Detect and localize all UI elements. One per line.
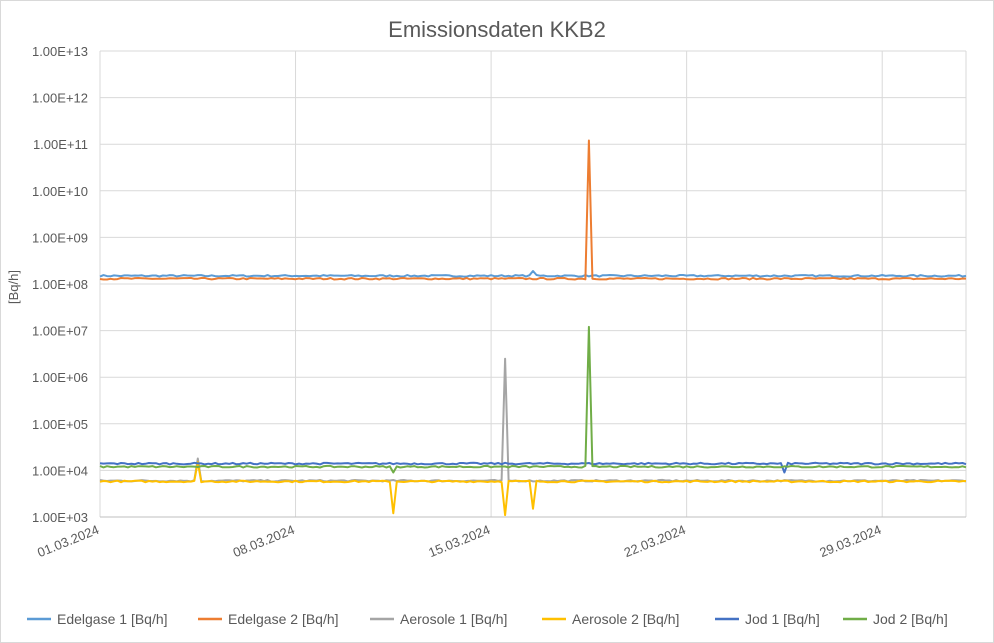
x-tick-label: 29.03.2024 [817, 522, 883, 560]
y-tick-label: 1.00E+13 [32, 44, 88, 59]
series-line-4 [99, 461, 967, 517]
legend-entry: Edelgase 1 [Bq/h] [57, 611, 168, 627]
series-line-5 [99, 461, 967, 474]
x-tick-label: 15.03.2024 [426, 522, 492, 560]
legend-entry: Edelgase 2 [Bq/h] [228, 611, 339, 627]
grid-lines [99, 50, 967, 518]
series-line-1 [99, 270, 967, 278]
y-tick-label: 1.00E+07 [32, 324, 88, 339]
legend-entry: Jod 1 [Bq/h] [745, 611, 820, 627]
legend-entry: Jod 2 [Bq/h] [873, 611, 948, 627]
y-tick-label: 1.00E+09 [32, 230, 88, 245]
y-tick-label: 1.00E+11 [33, 137, 88, 152]
series-lines [99, 139, 967, 517]
axes: 1.00E+03 1.00E+04 1.00E+05 1.00E+06 1.00E+07… [32, 44, 966, 560]
legend-entry: Aerosole 1 [Bq/h] [400, 611, 507, 627]
series-line-2 [99, 139, 967, 281]
y-axis-label: [Bq/h] [6, 270, 21, 304]
y-tick-label: 1.00E+06 [32, 370, 88, 385]
x-tick-label: 22.03.2024 [622, 522, 688, 560]
series-line-6 [99, 325, 967, 474]
y-tick-label: 1.00E+10 [32, 184, 88, 199]
x-tick-label: 01.03.2024 [35, 522, 101, 560]
y-tick-label: 1.00E+08 [32, 277, 88, 292]
x-tick-label: 08.03.2024 [231, 522, 297, 560]
y-tick-label: 1.00E+04 [32, 463, 88, 478]
legend-entry: Aerosole 2 [Bq/h] [572, 611, 679, 627]
chart-title: Emissionsdaten KKB2 [388, 17, 606, 42]
y-tick-label: 1.00E+05 [32, 417, 88, 432]
y-tick-label: 1.00E+12 [32, 91, 88, 106]
y-tick-label: 1.00E+03 [32, 510, 88, 525]
legend: Edelgase 1 [Bq/h] Edelgase 2 [Bq/h] Aeroso… [27, 611, 948, 627]
